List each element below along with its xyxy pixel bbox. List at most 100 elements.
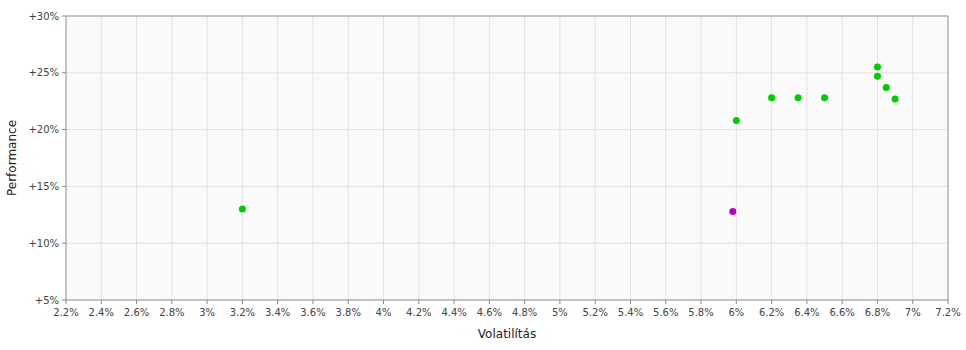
x-grid-line <box>665 16 666 300</box>
x-tick-label: 2.2% <box>53 307 78 318</box>
y-tick-label: +20% <box>28 124 59 135</box>
x-tick <box>171 300 172 304</box>
y-tick-label: +25% <box>28 67 59 78</box>
x-tick-label: 4.4% <box>441 307 466 318</box>
x-tick-label: 5% <box>552 307 568 318</box>
x-grid-line <box>418 16 419 300</box>
x-grid-line <box>101 16 102 300</box>
x-tick-label: 2.6% <box>124 307 149 318</box>
x-tick-label: 6% <box>728 307 744 318</box>
x-tick <box>912 300 913 304</box>
tick-labels: 2.2%2.4%2.6%2.8%3%3.2%3.4%3.6%3.8%4%4.2%… <box>28 11 960 319</box>
x-tick <box>348 300 349 304</box>
x-tick <box>418 300 419 304</box>
series <box>239 64 899 213</box>
x-grid-line <box>312 16 313 300</box>
x-tick <box>665 300 666 304</box>
x-tick-label: 2.8% <box>159 307 184 318</box>
point <box>883 84 890 91</box>
x-grid-line <box>736 16 737 300</box>
x-grid-line <box>348 16 349 300</box>
plot-frame <box>66 16 948 300</box>
x-tick <box>454 300 455 304</box>
y-grid-line <box>66 129 948 130</box>
x-tick-label: 4% <box>376 307 392 318</box>
y-axis-label: Performance <box>5 120 19 196</box>
x-tick-label: 5.6% <box>653 307 678 318</box>
x-grid-line <box>383 16 384 300</box>
y-tick <box>62 72 66 73</box>
x-grid-line <box>701 16 702 300</box>
x-tick-label: 3% <box>199 307 215 318</box>
x-tick-label: 3.2% <box>230 307 255 318</box>
x-grid-line <box>207 16 208 300</box>
point <box>733 117 740 124</box>
x-tick-label: 6.8% <box>865 307 890 318</box>
x-grid-line <box>171 16 172 300</box>
x-tick <box>489 300 490 304</box>
y-tick <box>62 300 66 301</box>
y-grid-line <box>66 186 948 187</box>
point <box>821 94 828 101</box>
y-grid-line <box>66 243 948 244</box>
x-tick-label: 4.6% <box>477 307 502 318</box>
x-tick-label: 5.8% <box>688 307 713 318</box>
x-grid-line <box>595 16 596 300</box>
x-tick-label: 6.4% <box>794 307 819 318</box>
y-tick-label: +10% <box>28 238 59 249</box>
x-tick <box>207 300 208 304</box>
x-grid-line <box>524 16 525 300</box>
x-tick <box>66 300 67 304</box>
x-tick-label: 5.4% <box>618 307 643 318</box>
x-tick <box>630 300 631 304</box>
x-tick <box>383 300 384 304</box>
point <box>892 95 899 102</box>
x-tick <box>736 300 737 304</box>
x-grid-line <box>136 16 137 300</box>
y-tick-label: +5% <box>35 295 59 306</box>
x-grid-line <box>277 16 278 300</box>
x-tick <box>771 300 772 304</box>
x-tick <box>524 300 525 304</box>
y-tick-label: +30% <box>28 11 59 22</box>
x-grid-line <box>912 16 913 300</box>
x-tick-label: 4.8% <box>512 307 537 318</box>
y-tick <box>62 129 66 130</box>
x-grid-line <box>806 16 807 300</box>
x-grid-line <box>630 16 631 300</box>
x-tick-label: 2.4% <box>89 307 114 318</box>
x-tick <box>701 300 702 304</box>
x-tick <box>559 300 560 304</box>
y-tick <box>62 16 66 17</box>
y-grid-line <box>66 72 948 73</box>
x-tick-label: 5.2% <box>582 307 607 318</box>
x-tick <box>842 300 843 304</box>
x-tick <box>806 300 807 304</box>
x-tick-label: 7.2% <box>935 307 960 318</box>
x-grid-line <box>454 16 455 300</box>
x-tick-label: 3.4% <box>265 307 290 318</box>
x-tick-label: 3.8% <box>336 307 361 318</box>
chart-svg: 2.2%2.4%2.6%2.8%3%3.2%3.4%3.6%3.8%4%4.2%… <box>0 0 966 350</box>
point <box>768 94 775 101</box>
points <box>239 64 899 215</box>
x-tick <box>948 300 949 304</box>
plot-background <box>66 16 948 300</box>
x-tick <box>312 300 313 304</box>
x-axis-label: Volatilítás <box>478 327 536 341</box>
point <box>239 206 246 213</box>
y-tick <box>62 243 66 244</box>
series <box>729 208 736 215</box>
x-grid-line <box>489 16 490 300</box>
x-grid-line <box>877 16 878 300</box>
grid <box>66 16 948 300</box>
point <box>729 208 736 215</box>
x-tick <box>101 300 102 304</box>
x-grid-line <box>559 16 560 300</box>
x-tick <box>136 300 137 304</box>
x-tick-label: 7% <box>905 307 921 318</box>
x-tick <box>277 300 278 304</box>
x-tick-label: 6.2% <box>759 307 784 318</box>
point <box>795 94 802 101</box>
x-grid-line <box>771 16 772 300</box>
